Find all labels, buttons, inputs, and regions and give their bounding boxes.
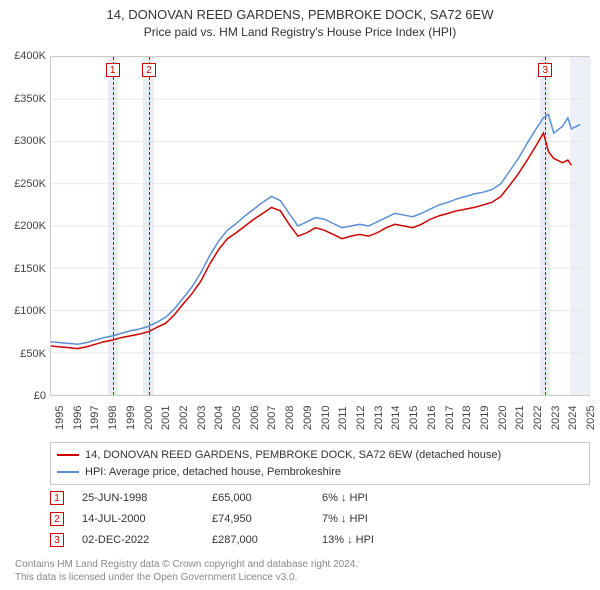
x-axis-tick-label: 2019: [479, 406, 491, 430]
x-axis-tick-label: 2023: [550, 406, 562, 430]
event-date: 25-JUN-1998: [82, 488, 212, 509]
footer-line-1: Contains HM Land Registry data © Crown c…: [15, 558, 358, 571]
x-axis-tick-label: 1996: [72, 406, 84, 430]
event-marker-on-chart: 1: [106, 63, 120, 77]
y-axis-tick-label: £350K: [2, 93, 46, 105]
x-axis-tick-label: 2013: [373, 406, 385, 430]
x-axis-tick-label: 2020: [497, 406, 509, 430]
title-line-1: 14, DONOVAN REED GARDENS, PEMBROKE DOCK,…: [0, 6, 600, 24]
event-price: £287,000: [212, 530, 322, 551]
x-axis-tick-label: 2015: [408, 406, 420, 430]
event-date: 14-JUL-2000: [82, 509, 212, 530]
x-axis-tick-label: 2011: [337, 406, 349, 430]
y-axis-tick-label: £250K: [2, 178, 46, 190]
event-row: 1 25-JUN-1998 £65,000 6% ↓ HPI: [50, 488, 590, 509]
x-axis-tick-label: 1995: [54, 406, 66, 430]
chart-svg: [51, 57, 589, 395]
legend-swatch: [57, 454, 79, 456]
title-line-2: Price paid vs. HM Land Registry's House …: [0, 24, 600, 41]
series-property: [51, 133, 571, 349]
legend: 14, DONOVAN REED GARDENS, PEMBROKE DOCK,…: [50, 442, 590, 485]
event-diff: 13% ↓ HPI: [322, 530, 374, 551]
x-axis-tick-label: 2008: [284, 406, 296, 430]
event-marker-icon: 1: [50, 491, 64, 505]
y-axis-tick-label: £200K: [2, 220, 46, 232]
x-axis-tick-label: 2002: [178, 406, 190, 430]
x-axis-tick-label: 2005: [231, 406, 243, 430]
event-vline: [149, 57, 150, 395]
event-marker-icon: 3: [50, 533, 64, 547]
x-axis-tick-label: 2021: [514, 406, 526, 430]
event-price: £74,950: [212, 509, 322, 530]
x-axis-tick-label: 2016: [426, 406, 438, 430]
x-axis-tick-label: 2022: [532, 406, 544, 430]
event-marker-icon: 2: [50, 512, 64, 526]
y-axis-tick-label: £150K: [2, 263, 46, 275]
chart-container: 14, DONOVAN REED GARDENS, PEMBROKE DOCK,…: [0, 0, 600, 590]
x-axis-tick-label: 2004: [213, 406, 225, 430]
y-axis-tick-label: £300K: [2, 135, 46, 147]
x-axis-tick-label: 2006: [249, 406, 261, 430]
x-axis-tick-label: 2007: [266, 406, 278, 430]
event-marker-on-chart: 2: [142, 63, 156, 77]
x-axis-tick-label: 2012: [355, 406, 367, 430]
x-axis-tick-label: 2024: [567, 406, 579, 430]
x-axis-tick-label: 1997: [89, 406, 101, 430]
legend-item-hpi: HPI: Average price, detached house, Pemb…: [57, 464, 583, 481]
y-axis-tick-label: £100K: [2, 305, 46, 317]
x-axis-tick-label: 2003: [196, 406, 208, 430]
y-axis-tick-label: £0: [2, 390, 46, 402]
x-axis-tick-label: 2009: [302, 406, 314, 430]
x-axis-tick-label: 2014: [390, 406, 402, 430]
event-vline: [113, 57, 114, 395]
y-axis-tick-label: £50K: [2, 348, 46, 360]
event-vline: [545, 57, 546, 395]
event-price: £65,000: [212, 488, 322, 509]
legend-label: 14, DONOVAN REED GARDENS, PEMBROKE DOCK,…: [85, 447, 501, 464]
x-axis-tick-label: 1999: [125, 406, 137, 430]
legend-item-property: 14, DONOVAN REED GARDENS, PEMBROKE DOCK,…: [57, 447, 583, 464]
y-axis-tick-label: £400K: [2, 50, 46, 62]
x-axis-tick-label: 2000: [143, 406, 155, 430]
event-diff: 6% ↓ HPI: [322, 488, 368, 509]
event-diff: 7% ↓ HPI: [322, 509, 368, 530]
event-marker-on-chart: 3: [538, 63, 552, 77]
attribution-footer: Contains HM Land Registry data © Crown c…: [15, 558, 358, 584]
x-axis-tick-label: 2017: [444, 406, 456, 430]
x-axis-tick-label: 1998: [107, 406, 119, 430]
series-hpi: [51, 114, 580, 344]
x-axis-tick-label: 2025: [585, 406, 597, 430]
x-axis-tick-label: 2001: [160, 406, 172, 430]
event-date: 02-DEC-2022: [82, 530, 212, 551]
chart-title: 14, DONOVAN REED GARDENS, PEMBROKE DOCK,…: [0, 0, 600, 41]
legend-swatch: [57, 471, 79, 473]
event-row: 2 14-JUL-2000 £74,950 7% ↓ HPI: [50, 509, 590, 530]
plot-area: 1 2 3: [50, 56, 590, 396]
legend-label: HPI: Average price, detached house, Pemb…: [85, 464, 341, 481]
x-axis-tick-label: 2018: [461, 406, 473, 430]
event-row: 3 02-DEC-2022 £287,000 13% ↓ HPI: [50, 530, 590, 551]
footer-line-2: This data is licensed under the Open Gov…: [15, 571, 358, 584]
x-axis-tick-label: 2010: [320, 406, 332, 430]
event-table: 1 25-JUN-1998 £65,000 6% ↓ HPI 2 14-JUL-…: [50, 488, 590, 551]
